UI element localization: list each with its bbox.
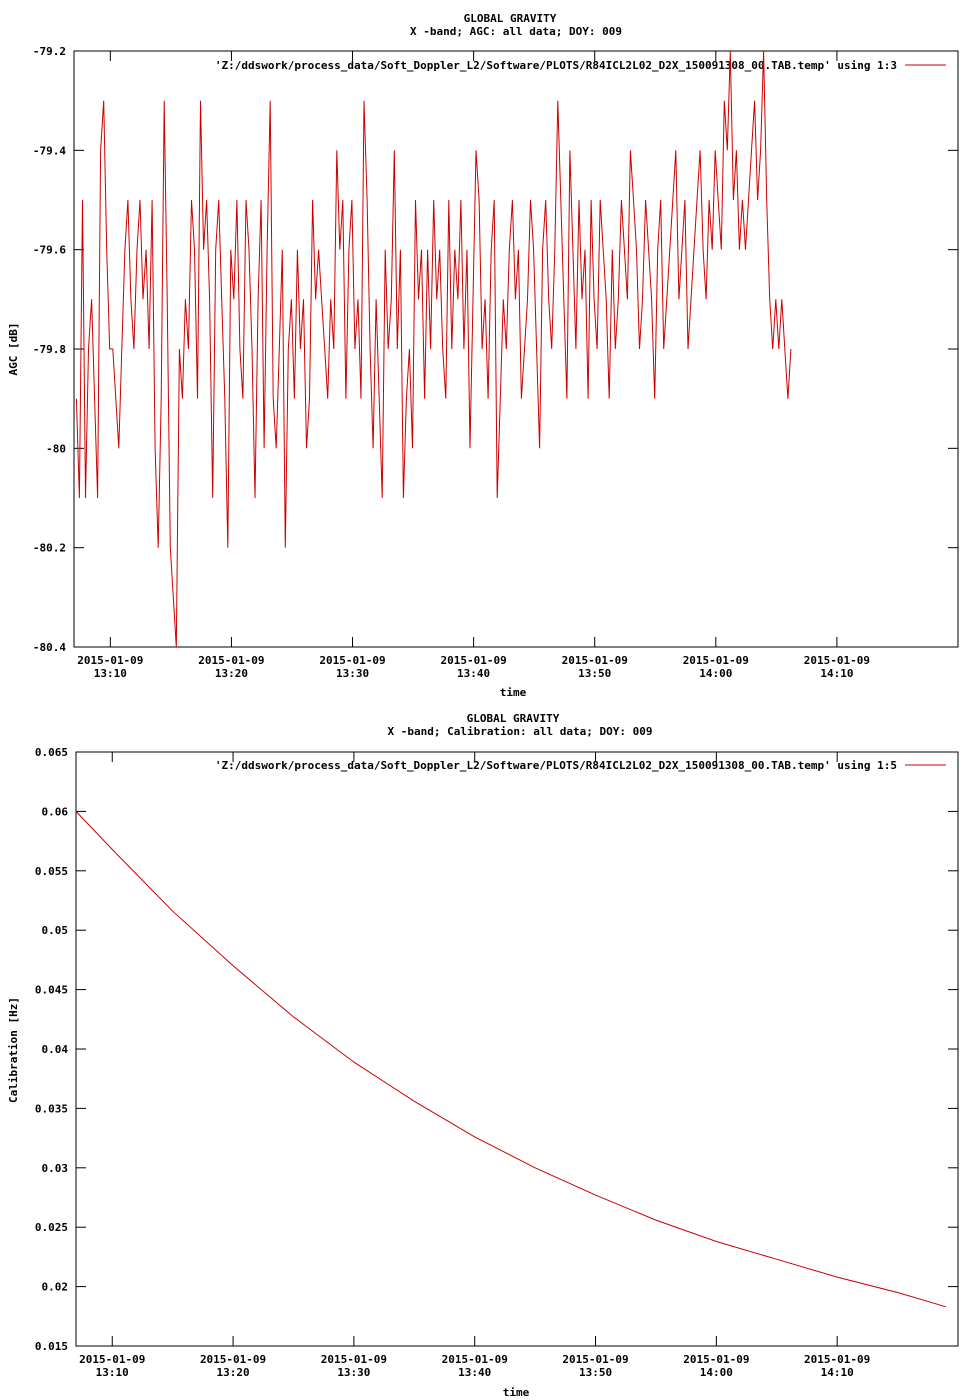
x-tick-date-label: 2015-01-09 [200,1353,266,1366]
chart-agc-x-axis: 2015-01-0913:102015-01-0913:202015-01-09… [77,51,870,680]
x-tick-time-label: 13:20 [217,1366,250,1379]
x-tick-time-label: 13:50 [578,667,611,680]
x-tick-date-label: 2015-01-09 [440,654,506,667]
y-tick-label: -80.2 [33,542,66,555]
x-tick-date-label: 2015-01-09 [319,654,385,667]
y-tick-label: -80 [46,442,66,455]
x-tick-time-label: 13:20 [215,667,248,680]
y-tick-label: 0.025 [35,1221,68,1234]
chart-agc-legend-label: 'Z:/ddswork/process_data/Soft_Doppler_L2… [215,59,897,72]
y-tick-label: 0.03 [42,1162,69,1175]
x-tick-time-label: 14:10 [820,667,853,680]
x-tick-date-label: 2015-01-09 [442,1353,508,1366]
chart-calibration-x-axis: 2015-01-0913:102015-01-0913:202015-01-09… [79,752,870,1379]
chart-calibration-legend-label: 'Z:/ddswork/process_data/Soft_Doppler_L2… [215,759,897,772]
chart-agc-series-line [75,50,792,648]
y-tick-label: 0.02 [42,1281,69,1294]
chart-agc-y-label: AGC [dB] [7,323,20,376]
y-tick-label: -79.4 [33,144,66,157]
y-tick-label: 0.015 [35,1340,68,1353]
x-tick-time-label: 13:40 [457,667,490,680]
x-tick-date-label: 2015-01-09 [562,654,628,667]
x-tick-time-label: 13:40 [458,1366,491,1379]
chart-calibration-x-label: time [503,1386,530,1399]
chart-agc-plot-frame [73,50,959,648]
x-tick-date-label: 2015-01-09 [321,1353,387,1366]
y-tick-label: -80.4 [33,641,66,654]
x-tick-date-label: 2015-01-09 [77,654,143,667]
x-tick-time-label: 14:10 [821,1366,854,1379]
x-tick-date-label: 2015-01-09 [562,1353,628,1366]
x-tick-date-label: 2015-01-09 [683,1353,749,1366]
y-tick-label: 0.04 [42,1043,69,1056]
chart-calibration-y-label: Calibration [Hz] [7,997,20,1103]
y-tick-label: -79.8 [33,343,66,356]
x-tick-time-label: 13:50 [579,1366,612,1379]
chart-calibration-plot-frame [75,751,959,1347]
x-tick-time-label: 14:00 [699,667,732,680]
x-tick-time-label: 13:10 [96,1366,129,1379]
chart-calibration-y-axis: 0.065 0.06 0.055 0.05 0.045 0.04 0.035 0.03 0.02… [35,746,958,1353]
x-tick-time-label: 13:30 [336,667,369,680]
x-tick-time-label: 14:00 [700,1366,733,1379]
y-tick-label: -79.6 [33,244,66,257]
y-tick-label: 0.055 [35,865,68,878]
x-tick-date-label: 2015-01-09 [804,1353,870,1366]
chart-calibration: GLOBAL GRAVITY X -band; Calibration: all… [7,712,959,1399]
y-tick-label: -79.2 [33,45,66,58]
chart-agc-title: GLOBAL GRAVITY [464,12,557,25]
chart-calibration-subtitle: X -band; Calibration: all data; DOY: 009 [388,725,653,738]
x-tick-time-label: 13:10 [94,667,127,680]
chart-agc: GLOBAL GRAVITY X -band; AGC: all data; D… [7,12,959,699]
x-tick-date-label: 2015-01-09 [79,1353,145,1366]
x-tick-date-label: 2015-01-09 [804,654,870,667]
x-tick-time-label: 13:30 [337,1366,370,1379]
y-tick-label: 0.06 [42,805,69,818]
chart-agc-y-axis: -79.2 -79.4 -79.6 -79.8 -80 -80.2 -80.4 [33,45,958,654]
x-tick-date-label: 2015-01-09 [683,654,749,667]
chart-agc-subtitle: X -band; AGC: all data; DOY: 009 [410,25,622,38]
chart-agc-x-label: time [500,686,527,699]
y-tick-label: 0.045 [35,984,68,997]
x-tick-date-label: 2015-01-09 [198,654,264,667]
chart-calibration-series-line [75,811,947,1308]
y-tick-label: 0.035 [35,1102,68,1115]
chart-calibration-title: GLOBAL GRAVITY [467,712,560,725]
y-tick-label: 0.05 [42,924,69,937]
y-tick-label: 0.065 [35,746,68,759]
